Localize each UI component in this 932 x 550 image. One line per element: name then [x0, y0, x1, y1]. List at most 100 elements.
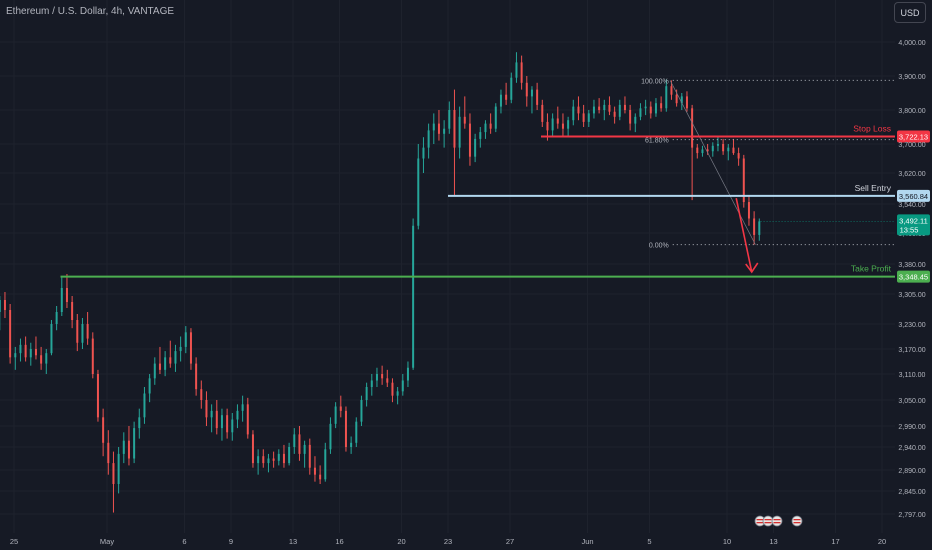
candle-body	[65, 288, 68, 302]
y-tick-label: 3,900.00	[898, 74, 925, 81]
candle	[561, 113, 564, 136]
candle	[60, 276, 63, 316]
candle-body	[577, 106, 580, 114]
candle	[19, 338, 22, 362]
candle-body	[133, 428, 136, 459]
candle	[117, 447, 120, 494]
candle	[510, 72, 513, 104]
candle-body	[9, 310, 12, 358]
candle-body	[510, 77, 513, 100]
candle	[680, 93, 683, 110]
candle-body	[164, 357, 167, 370]
candle-body	[386, 378, 389, 383]
y-tick-label: 3,230.00	[898, 322, 925, 329]
x-tick-label: May	[100, 537, 114, 546]
candle	[210, 404, 213, 433]
candle	[313, 456, 316, 482]
candle-body	[406, 367, 409, 381]
candle-body	[412, 225, 415, 368]
candle	[375, 367, 378, 387]
candle	[3, 292, 6, 318]
candle-body	[443, 128, 446, 134]
candle-body	[381, 374, 384, 379]
candle-body	[515, 62, 518, 78]
candle-body	[112, 463, 115, 484]
candle	[649, 101, 652, 119]
candle	[406, 361, 409, 387]
candle-body	[45, 353, 48, 364]
candle-body	[561, 123, 564, 129]
candle	[567, 116, 570, 136]
candle	[246, 397, 249, 439]
candle-body	[143, 393, 146, 418]
candle	[443, 120, 446, 148]
candle	[355, 417, 358, 447]
candle	[427, 123, 430, 159]
candle-body	[246, 404, 249, 435]
candle	[303, 440, 306, 468]
candle	[520, 55, 523, 90]
candle	[572, 99, 575, 126]
x-tick-label: 17	[831, 537, 839, 546]
candle	[55, 306, 58, 331]
candle	[50, 320, 53, 356]
candle-body	[680, 96, 683, 104]
candle-body	[608, 104, 611, 112]
candle	[251, 430, 254, 468]
candle-body	[210, 410, 213, 418]
candle-body	[102, 417, 105, 443]
candle-body	[138, 417, 141, 429]
candle	[86, 312, 89, 345]
candle	[339, 395, 342, 418]
y-tick-label: 2,797.00	[898, 512, 925, 519]
flag-icon	[771, 515, 783, 527]
candle-body	[262, 456, 265, 464]
candle-body	[251, 434, 254, 464]
candle-body	[355, 421, 358, 443]
candle	[732, 138, 735, 155]
candle	[365, 382, 368, 407]
candle-body	[96, 374, 99, 418]
candle	[386, 369, 389, 387]
currency-button[interactable]: USD	[894, 2, 926, 23]
candle-body	[634, 116, 637, 124]
candle	[458, 106, 461, 159]
price-tag-label: 3,722.13	[899, 132, 928, 141]
candle	[298, 426, 301, 461]
candle	[685, 91, 688, 112]
candle-body	[417, 158, 420, 226]
candle-body	[55, 312, 58, 324]
x-tick-label: 9	[229, 537, 233, 546]
candle-body	[308, 444, 311, 468]
candle-body	[267, 458, 270, 464]
candle-body	[701, 149, 704, 154]
candle	[474, 133, 477, 163]
flag-icon	[791, 515, 803, 527]
candle-body	[0, 300, 1, 312]
candle	[164, 351, 167, 377]
candle-body	[665, 86, 668, 109]
candle-body	[587, 113, 590, 122]
candle-body	[401, 380, 404, 392]
candle	[169, 340, 172, 368]
candle	[14, 346, 17, 370]
candle-body	[603, 104, 606, 110]
candle	[334, 402, 337, 429]
candle	[598, 98, 601, 114]
candle-body	[122, 440, 125, 454]
candle-body	[303, 444, 306, 454]
chart-title: Ethereum / U.S. Dollar, 4h, VANTAGE	[6, 6, 175, 17]
candle-body	[360, 400, 363, 422]
projection-arrow	[735, 198, 753, 273]
candle-body	[71, 302, 74, 320]
candle	[112, 451, 115, 513]
candle-body	[40, 355, 43, 364]
fib-level-label: 61.80%	[645, 138, 669, 145]
candle-body	[696, 147, 699, 154]
candle	[716, 137, 719, 152]
candle	[432, 113, 435, 144]
flag-stripe	[756, 519, 764, 521]
flag-stripe	[793, 522, 801, 524]
y-tick-label: 3,620.00	[898, 171, 925, 178]
